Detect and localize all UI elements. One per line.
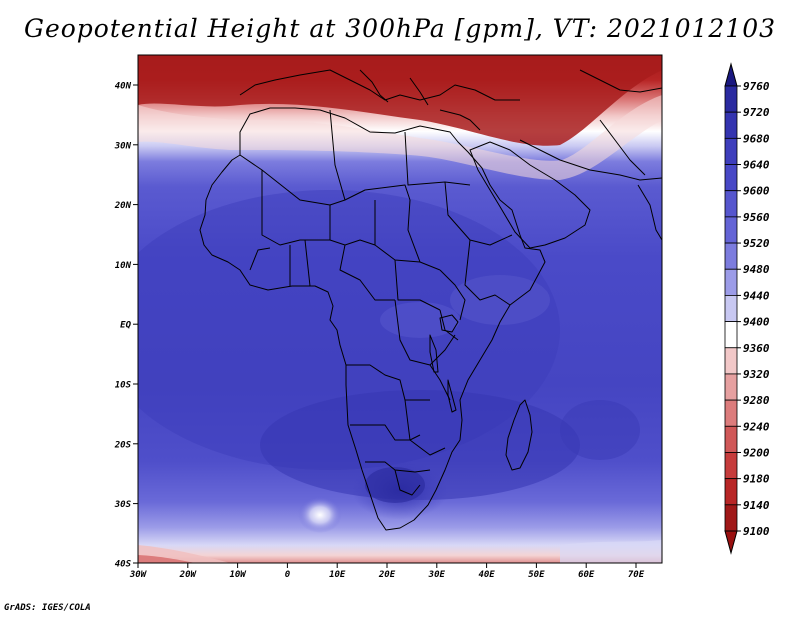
lon-label: 30E (428, 570, 446, 580)
lat-label: 30S (114, 500, 132, 510)
colorbar-swatch (724, 425, 738, 453)
lat-label: 10S (115, 381, 132, 391)
lon-label: 70E (628, 570, 645, 580)
colorbar-label: 9480 (743, 263, 770, 276)
colorbar-label: 9360 (743, 342, 770, 355)
lon-label: 50E (528, 570, 545, 580)
latitude-axis: 40N 30N 20N 10N EQ 10S 20S 30S 40S (114, 82, 138, 570)
lon-label: 20E (378, 570, 396, 580)
longitude-axis: 30W 20W 10W 0 10E 20E 30E 40E 50E 60E 70E (129, 563, 645, 580)
colorbar-label: 9320 (743, 368, 770, 381)
colorbar-swatch (724, 137, 738, 165)
map-plot-area (138, 55, 662, 563)
colorbar-label: 9440 (743, 289, 770, 302)
colorbar: 9760 9720 9680 9640 9600 9560 9520 9480 9440 9400… (724, 62, 770, 555)
colorbar-swatch (724, 452, 738, 480)
colorbar-label: 9180 (743, 473, 770, 486)
lake-victoria (439, 314, 459, 333)
lon-label: 30W (129, 570, 148, 580)
lon-label: 40E (478, 570, 495, 580)
map-title: Geopotential Height at 300hPa [gpm], VT:… (23, 14, 777, 43)
colorbar-label: 9600 (743, 185, 770, 198)
colorbar-label: 9400 (743, 316, 770, 329)
lat-label: 40N (115, 82, 132, 92)
colorbar-swatch (724, 295, 738, 322)
colorbar-swatch (724, 164, 738, 192)
colorbar-label: 9280 (743, 394, 770, 407)
arabian-peninsula (469, 141, 591, 249)
colorbar-swatch (724, 111, 738, 139)
colorbar-high-arrow (724, 62, 738, 87)
india-coast (637, 184, 662, 241)
colorbar-label: 9200 (743, 446, 770, 459)
colorbar-low-arrow (724, 530, 738, 555)
lon-label: 0 (285, 570, 291, 580)
colorbar-label: 9760 (743, 80, 770, 93)
colorbar-swatch (724, 399, 738, 427)
colorbar-label: 9640 (743, 159, 770, 172)
lat-label: 10N (115, 261, 132, 271)
colorbar-label: 9140 (743, 499, 770, 512)
lon-label: 10E (329, 570, 346, 580)
lat-label: 20N (114, 201, 132, 211)
lat-label: 40S (115, 560, 132, 570)
lon-label: 20W (179, 570, 198, 580)
colorbar-swatch (724, 373, 738, 401)
colorbar-label: 9560 (743, 211, 770, 224)
persian-gulf-iran (519, 139, 662, 181)
grads-credit: GrADS: IGES/COLA (4, 603, 91, 613)
madagascar (505, 399, 533, 471)
colorbar-label: 9240 (743, 420, 770, 433)
colorbar-label: 9520 (743, 237, 770, 250)
colorbar-label: 9100 (743, 525, 770, 538)
lon-label: 60E (578, 570, 595, 580)
colorbar-label: 9720 (743, 106, 770, 119)
colorbar-swatch (724, 268, 738, 296)
colorbar-swatch (724, 347, 738, 375)
colorbar-swatch (724, 216, 738, 244)
plot-frame (137, 54, 663, 564)
colorbar-swatch (724, 85, 738, 113)
colorbar-swatch (724, 478, 738, 506)
colorbar-label: 9680 (743, 132, 770, 145)
lake-tanganyika (429, 334, 439, 373)
lat-label: 30N (114, 141, 132, 151)
coastlines-and-borders (199, 69, 662, 531)
lon-label: 10W (229, 570, 247, 580)
colorbar-swatch (724, 190, 738, 218)
africa-coastline (199, 107, 546, 531)
colorbar-swatch (724, 321, 738, 349)
lat-label: EQ (120, 321, 131, 331)
lat-label: 20S (114, 440, 132, 450)
colorbar-swatch (724, 242, 738, 270)
colorbar-swatch (724, 504, 738, 532)
